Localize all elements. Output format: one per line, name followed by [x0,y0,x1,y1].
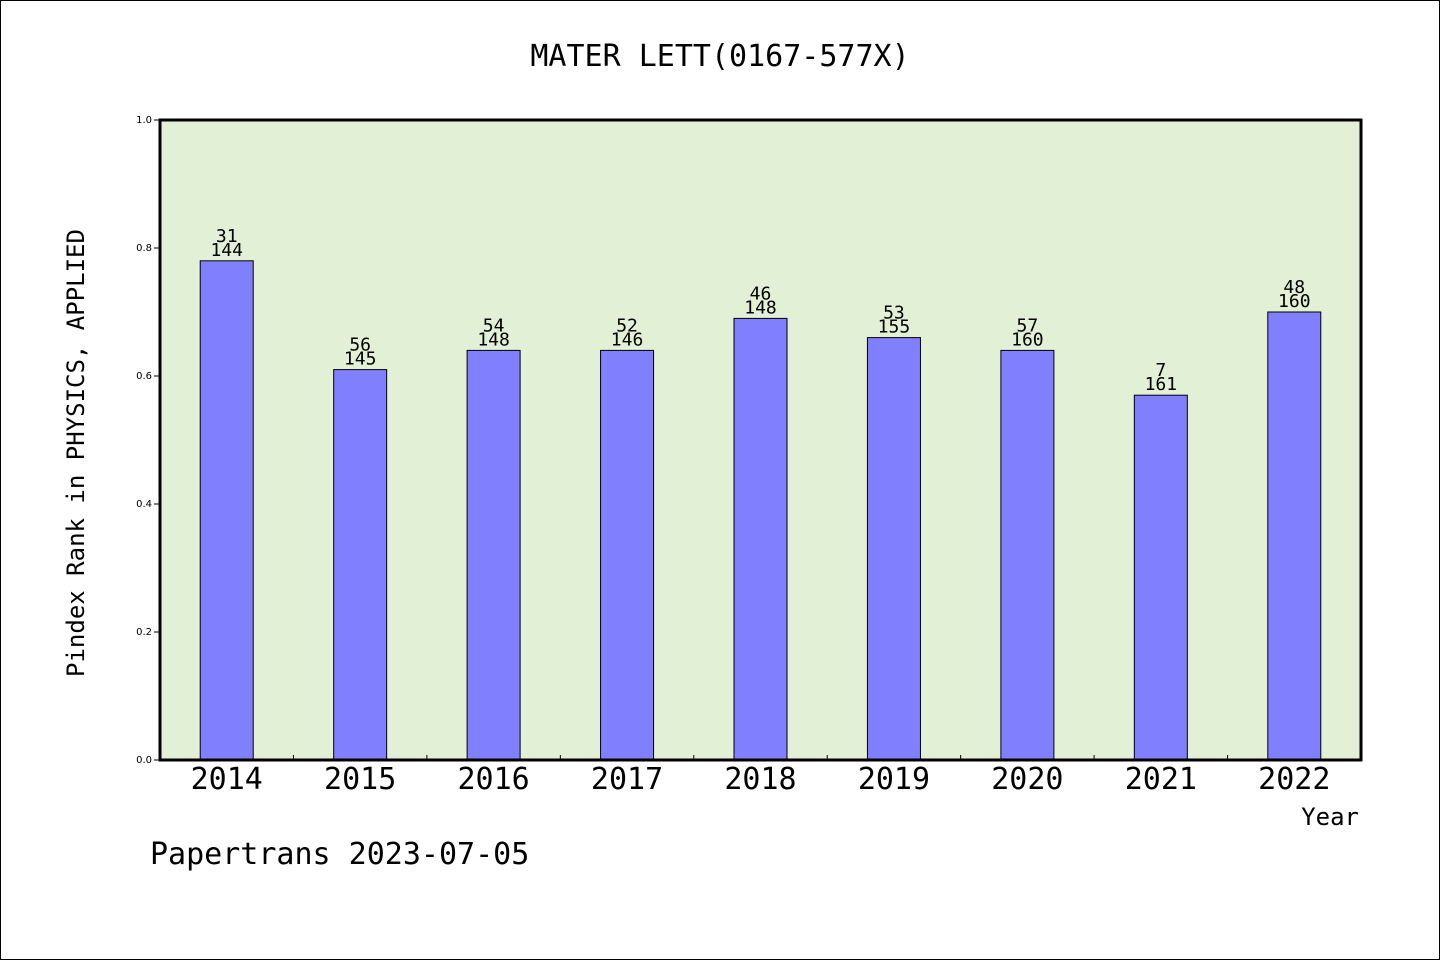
bar-total-label: 148 [744,297,777,318]
bar-total-label: 145 [344,349,377,370]
bar-rank-label: 31 [216,226,238,247]
x-tick-label: 2016 [457,762,529,797]
bar-total-label: 160 [1278,291,1311,312]
y-tick-label: 0.4 [136,499,152,510]
y-tick-label: 0.0 [136,755,152,766]
x-tick-label: 2015 [324,762,396,797]
bar-total-label: 146 [611,329,644,350]
bar [1133,394,1188,761]
bar [1000,349,1055,761]
bar-total-label: 161 [1145,374,1178,395]
bar-rank-label: 7 [1155,360,1166,381]
x-axis-label: Year [1301,803,1359,831]
bar-rank-label: 56 [349,335,371,356]
chart-title: MATER LETT(0167-577X) [530,39,909,74]
bar-rank-label: 52 [616,315,638,336]
plot-border [158,118,1363,762]
bar [466,349,521,761]
bar-total-label: 144 [210,240,243,261]
x-tick-label: 2019 [858,762,930,797]
x-tick-label: 2014 [191,762,263,797]
bar-total-label: 160 [1011,329,1044,350]
bar-rank-label: 48 [1283,277,1305,298]
bar [1267,311,1322,761]
bar [333,369,388,761]
x-tick-label: 2020 [991,762,1063,797]
bar-total-label: 155 [878,317,911,338]
bar-rank-label: 53 [883,303,905,324]
y-tick-label: 0.6 [136,371,152,382]
y-tick-label: 0.8 [136,243,152,254]
bar [866,337,921,761]
x-tick-label: 2018 [724,762,796,797]
bar-rank-label: 57 [1017,315,1039,336]
bar [199,260,254,761]
y-tick-label: 1.0 [136,115,152,126]
bar-rank-label: 54 [483,315,505,336]
x-tick-label: 2022 [1258,762,1330,797]
x-axis: 2014 2015 2016 2017 2018 2019 2020 2021 2022 [191,755,1330,797]
bar [733,317,788,761]
footer-credit: Papertrans 2023-07-05 [150,837,529,872]
bar-total-label: 148 [477,329,510,350]
bar [600,349,655,761]
y-axis: 0.0 0.2 0.4 0.6 0.8 1.0 [136,115,160,766]
y-tick-label: 0.2 [136,627,152,638]
x-tick-label: 2021 [1125,762,1197,797]
bar-rank-label: 46 [750,283,772,304]
x-tick-label: 2017 [591,762,663,797]
y-axis-label: Pindex Rank in PHYSICS, APPLIED [62,229,90,677]
